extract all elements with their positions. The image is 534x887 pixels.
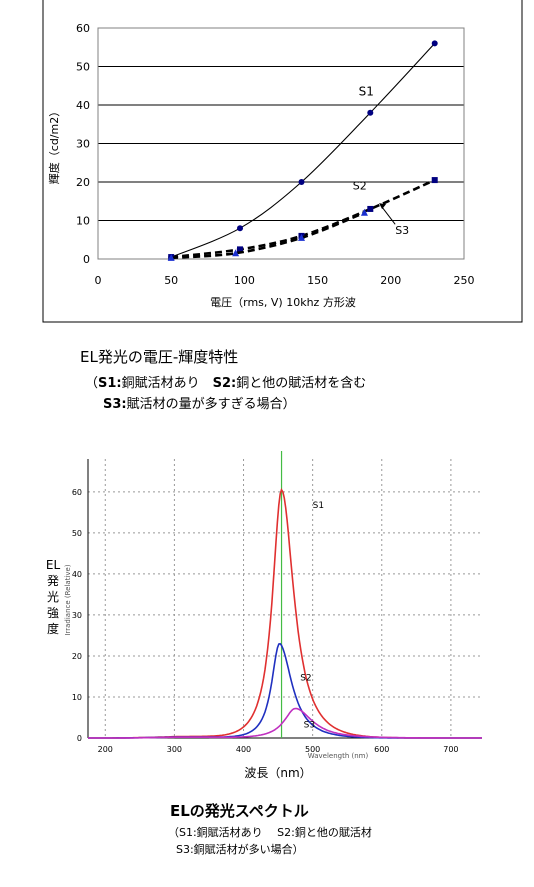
chart2-y-tick-label: 30 [72,611,82,620]
chart2-inner-y-label: Irradiance (Relative) [64,564,72,635]
chart1-y-tick-label: 60 [76,22,90,35]
chart2-ylabel-part: EL [45,558,61,572]
chart2-inner-x-label: Wavelength (nm) [308,752,369,760]
chart1-s2-point [367,205,374,212]
chart1-y-tick-label: 30 [76,138,90,151]
chart2-ylabel-part: 強 [46,606,59,620]
chart1-y-tick-label: 20 [76,176,90,189]
chart1-annotation-s2: S2 [353,180,367,193]
chart2-y-tick-label: 60 [72,488,82,497]
caption1-s1-key: S1: [98,376,122,391]
chart1-y-axis-label: 輝度（cd/m2） [47,106,61,184]
chart2-x-tick-label: 600 [374,745,389,754]
chart1-plot-area [97,27,465,260]
chart2-y-tick-label: 40 [72,570,82,579]
chart1-s3-point [297,233,305,241]
chart1-y-tick-label: 40 [76,99,90,112]
caption1-s3-key: S3: [103,397,127,412]
chart2-caption-line1: （S1:銅賦活材あり S2:銅と他の賦活材 [168,826,372,839]
chart1-x-tick-label: 150 [307,274,328,287]
chart2-y-axis-label: EL 発 光 強 度 [40,557,66,637]
chart2-series-s1-line [88,487,482,739]
chart1-caption-title: EL発光の電圧-輝度特性 [80,348,239,366]
chart2-caption-line2: S3:銅賦活材が多い場合） [176,843,304,856]
chart1-x-axis-label: 電圧（rms, V) 10khz 方形波 [210,295,356,309]
chart1-s2-point [237,246,244,253]
chart1-x-tick-label: 100 [234,274,255,287]
chart1-s1-point [367,109,374,116]
chart1-annotation-s3: S3 [395,224,409,237]
chart2-y-tick-label: 0 [77,734,82,743]
chart2-series-s2-line [88,642,482,739]
chart1-s3-arrowhead [379,203,387,210]
chart1-caption-line2: S3:賦活材の量が多すぎる場合） [103,393,296,412]
chart2-ylabel-part: 度 [46,622,59,636]
voltage-luminance-chart: 0 10 20 30 40 50 60 0 50 100 150 200 250 S1 S2 S3 電圧（r… [42,0,523,323]
chart1-s3-point [167,253,175,261]
chart2-x-tick-label: 200 [98,745,113,754]
caption1-s2-key: S2: [212,376,237,391]
chart2-caption-title: ELの発光スペクトル [170,802,309,820]
el-spectrum-chart: 0 10 20 30 40 50 60 200 300 400 500 600 700 S1 S2 S3 I… [64,451,482,780]
chart1-s1-point [431,40,438,47]
chart2-x-tick-label: 400 [236,745,251,754]
chart2-annotation-s1: S1 [313,501,324,511]
caption1-paren: （ [85,376,99,391]
caption1-s3-text: 賦活材の量が多すぎる場合） [126,397,296,412]
chart1-s1-point [298,179,305,185]
chart1-frame [42,0,523,323]
chart1-s3-arrow [381,206,396,225]
chart1-x-tick-label: 0 [95,274,102,287]
chart1-s3-point [232,249,240,257]
chart1-s3-point [360,208,368,216]
chart1-s2-point [431,177,438,184]
chart1-x-tick-label: 250 [454,274,475,287]
chart1-s1-point [237,225,244,232]
chart1-y-tick-label: 10 [76,215,90,228]
chart2-y-tick-label: 50 [72,529,82,538]
chart2-ylabel-part: 光 [46,590,59,604]
caption1-s2-text: 銅と他の賦活材を含む [236,376,367,391]
chart2-x-tick-label: 500 [305,745,320,754]
chart1-y-tick-label: 0 [83,253,90,266]
chart2-x-tick-label: 300 [167,745,182,754]
chart2-y-tick-label: 20 [72,652,82,661]
chart1-y-tick-label: 50 [76,61,90,74]
chart1-annotation-s1: S1 [359,84,374,98]
chart2-x-axis-label: 波長（nm） [244,766,311,780]
chart2-ylabel-part: 発 [46,574,59,588]
chart2-y-tick-label: 10 [72,693,82,702]
chart1-x-tick-label: 50 [164,274,178,287]
chart2-series-s3-line [88,707,482,739]
chart1-caption-line1: （S1:銅賦活材あり S2:銅と他の賦活材を含む [85,372,366,391]
chart2-annotation-s3: S3 [304,721,315,731]
caption1-s1-text: 銅賦活材あり [121,376,213,391]
chart2-annotation-s2: S2 [300,674,311,684]
chart2-x-tick-label: 700 [443,745,458,754]
chart1-series-s3-line [171,211,365,260]
chart1-x-tick-label: 200 [380,274,401,287]
